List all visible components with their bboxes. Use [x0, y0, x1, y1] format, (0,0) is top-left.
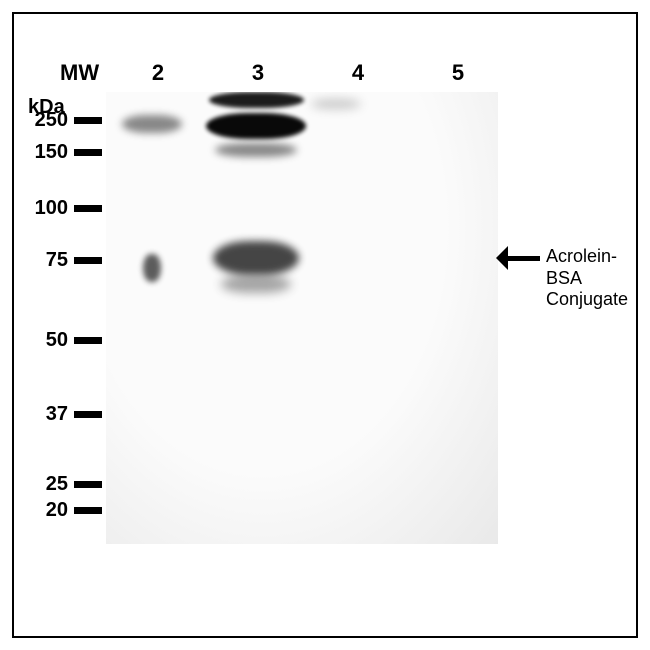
mw-tick-mark: [74, 257, 102, 264]
mw-tick: 25: [0, 473, 120, 495]
mw-tick-mark: [74, 117, 102, 124]
mw-tick: 20: [0, 499, 120, 521]
gel-band: [122, 115, 182, 133]
gel-band: [311, 99, 361, 109]
lane-label-5: 5: [428, 60, 488, 86]
annotation-line-1: Acrolein-BSA: [546, 246, 617, 288]
lane-label-2: 2: [128, 60, 188, 86]
mw-tick-mark: [74, 205, 102, 212]
mw-tick: 75: [0, 249, 120, 271]
mw-tick-mark: [74, 507, 102, 514]
annotation-label: Acrolein-BSA Conjugate: [546, 246, 650, 311]
mw-tick-label: 20: [18, 499, 68, 522]
mw-tick-mark: [74, 481, 102, 488]
mw-tick-label: 100: [18, 197, 68, 220]
mw-tick-label: 25: [18, 473, 68, 496]
mw-tick: 150: [0, 141, 120, 163]
gel-band: [221, 275, 291, 293]
gel-band: [213, 241, 299, 275]
annotation-arrow-shaft: [508, 256, 540, 261]
lane-label-3: 3: [228, 60, 288, 86]
mw-tick: 100: [0, 197, 120, 219]
gel-band: [215, 143, 297, 157]
mw-tick: 37: [0, 403, 120, 425]
gel-membrane: [106, 92, 498, 544]
gel-band: [143, 254, 161, 282]
annotation-arrow-head-icon: [496, 246, 508, 270]
mw-tick: 250: [0, 109, 120, 131]
mw-tick-label: 150: [18, 141, 68, 164]
mw-tick-mark: [74, 411, 102, 418]
annotation-line-2: Conjugate: [546, 289, 628, 309]
gel-band: [206, 113, 306, 139]
mw-tick-label: 37: [18, 403, 68, 426]
mw-tick-mark: [74, 149, 102, 156]
gel-band: [209, 92, 304, 108]
lane-label-4: 4: [328, 60, 388, 86]
mw-tick-mark: [74, 337, 102, 344]
mw-column-header: MW: [60, 60, 99, 86]
mw-tick-label: 75: [18, 249, 68, 272]
mw-tick: 50: [0, 329, 120, 351]
western-blot-figure: MW 2 3 4 5 kDa 2501501007550372520 Acrol…: [0, 0, 650, 650]
mw-tick-label: 250: [18, 109, 68, 132]
mw-tick-label: 50: [18, 329, 68, 352]
